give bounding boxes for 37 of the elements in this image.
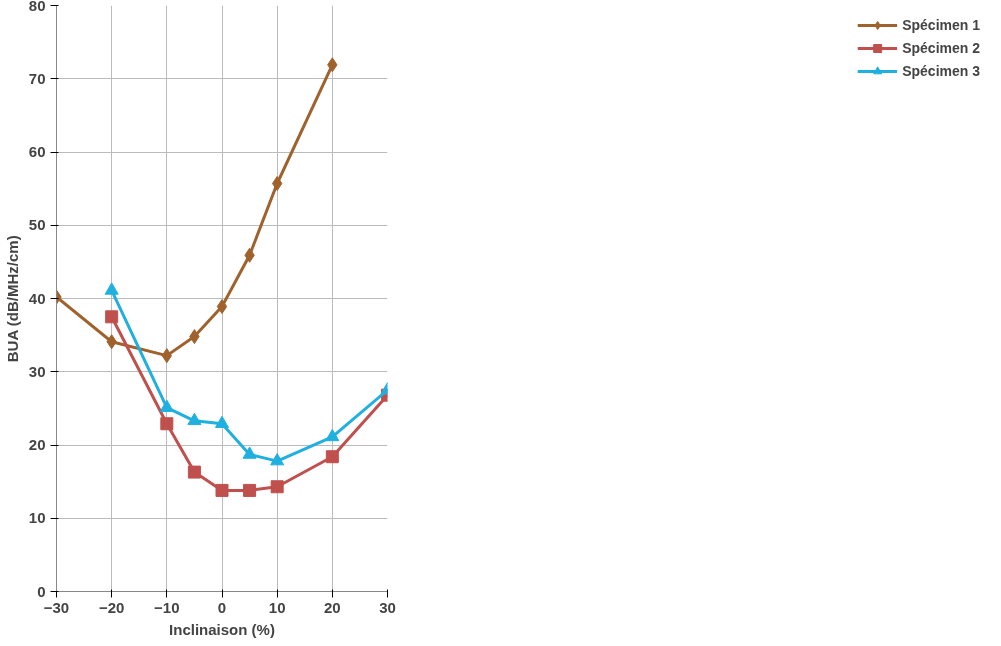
point <box>187 465 201 479</box>
legend-label: Spécimen 1 <box>902 17 980 33</box>
x-axis-title: Inclinaison (%) <box>169 620 275 638</box>
y-tick-label: 0 <box>37 582 46 600</box>
y-tick-label: 60 <box>28 143 46 160</box>
point <box>105 310 119 324</box>
point <box>270 480 284 494</box>
point <box>160 417 174 431</box>
y-tick-label: 50 <box>28 216 46 234</box>
y-tick-label: 70 <box>28 69 46 87</box>
point <box>242 446 257 459</box>
legend-label: Spécimen 2 <box>902 40 980 56</box>
point <box>215 483 229 497</box>
point <box>187 412 202 426</box>
point <box>243 483 257 497</box>
x-tick-label: −20 <box>98 598 125 616</box>
y-tick-label: 20 <box>28 436 46 453</box>
y-tick-label: 10 <box>28 509 46 527</box>
x-tick-label: 0 <box>217 598 227 616</box>
y-tick-label: 30 <box>28 362 46 380</box>
x-tick-label: −30 <box>43 598 70 616</box>
point <box>325 450 339 464</box>
point <box>270 453 285 466</box>
x-tick-label: 30 <box>379 598 396 616</box>
point <box>216 299 228 315</box>
point <box>104 282 119 295</box>
y-axis-title: BUA (dB/MHz/cm) <box>3 235 21 363</box>
point <box>272 176 283 191</box>
point <box>215 415 229 429</box>
y-tick-label: 80 <box>28 0 46 14</box>
point <box>159 399 174 412</box>
point <box>325 428 340 442</box>
legend-label: Spécimen 3 <box>902 63 980 79</box>
x-tick-label: 20 <box>323 598 341 616</box>
y-tick-label: 40 <box>28 289 46 307</box>
x-tick-label: −10 <box>154 598 180 616</box>
x-tick-label: 10 <box>268 598 286 616</box>
